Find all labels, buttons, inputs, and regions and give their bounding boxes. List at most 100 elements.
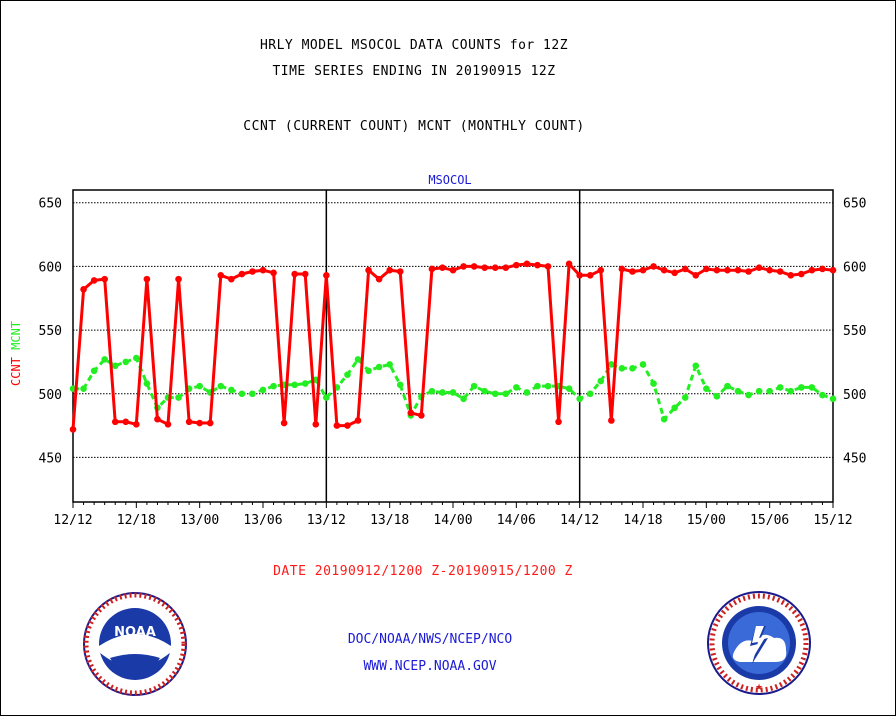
data-point-mcnt <box>396 381 404 389</box>
x-tick-label: 13/06 <box>243 513 282 528</box>
data-point-mcnt <box>449 389 457 396</box>
data-point-mcnt <box>513 384 520 391</box>
data-point-ccnt <box>154 415 161 423</box>
data-point-ccnt <box>449 266 457 274</box>
data-point-mcnt <box>681 394 689 401</box>
data-point-mcnt <box>660 415 668 423</box>
data-point-mcnt <box>259 386 267 394</box>
data-point-mcnt <box>238 390 246 398</box>
data-point-mcnt <box>270 382 277 390</box>
data-point-mcnt <box>101 356 108 363</box>
data-point-ccnt <box>428 265 436 273</box>
data-point-mcnt <box>133 354 140 362</box>
data-point-mcnt <box>386 361 393 368</box>
data-point-mcnt <box>122 358 130 366</box>
y-tick-label-left: 450 <box>39 451 62 466</box>
data-point-ccnt <box>323 272 330 279</box>
data-point-mcnt <box>301 380 309 387</box>
data-point-ccnt <box>143 275 151 283</box>
x-tick-label: 12/18 <box>117 513 156 528</box>
data-point-mcnt <box>829 395 837 403</box>
x-tick-label: 15/00 <box>687 513 726 528</box>
y-axis-label-ccnt: CCNT <box>9 350 23 386</box>
data-point-mcnt <box>196 382 203 390</box>
data-point-ccnt <box>217 272 225 279</box>
data-point-mcnt <box>650 380 657 387</box>
x-tick-label: 14/00 <box>433 513 472 528</box>
data-point-mcnt <box>291 381 298 389</box>
data-point-mcnt <box>692 362 700 370</box>
data-point-ccnt <box>629 268 636 275</box>
data-point-ccnt <box>660 266 668 274</box>
data-point-mcnt <box>798 384 805 391</box>
data-point-mcnt <box>576 395 583 403</box>
data-point-ccnt <box>90 277 98 284</box>
data-point-ccnt <box>312 421 320 428</box>
ncep-url[interactable]: WWW.NCEP.NOAA.GOV <box>363 659 497 674</box>
data-point-ccnt <box>808 266 816 274</box>
data-point-ccnt <box>280 419 288 427</box>
data-point-ccnt <box>481 264 488 271</box>
plot-title: MSOCOL <box>428 173 471 187</box>
data-point-ccnt <box>671 269 678 277</box>
noaa-logo-text: NOAA <box>114 625 156 640</box>
data-point-ccnt <box>544 263 552 270</box>
data-point-ccnt <box>724 266 731 274</box>
data-point-ccnt <box>80 286 87 293</box>
data-point-ccnt <box>776 268 784 275</box>
data-point-ccnt <box>650 263 657 270</box>
data-point-ccnt <box>365 266 372 274</box>
data-point-ccnt <box>122 418 130 426</box>
series-line-ccnt <box>71 262 834 430</box>
data-point-ccnt <box>333 422 341 429</box>
data-point-ccnt <box>301 270 309 278</box>
data-point-mcnt <box>90 367 98 375</box>
data-point-ccnt <box>534 261 541 269</box>
data-point-ccnt <box>745 268 752 275</box>
data-point-mcnt <box>460 395 467 403</box>
data-point-ccnt <box>344 422 351 429</box>
y-tick-label-left: 550 <box>39 324 62 339</box>
data-point-mcnt <box>724 382 731 390</box>
y-tick-label-right: 650 <box>843 197 866 212</box>
data-point-mcnt <box>618 364 626 372</box>
data-point-ccnt <box>418 412 425 419</box>
x-tick-label: 13/00 <box>180 513 219 528</box>
data-point-ccnt <box>819 265 826 273</box>
data-point-mcnt <box>534 382 541 390</box>
data-point-mcnt <box>502 390 510 398</box>
data-point-mcnt <box>228 386 235 394</box>
date-range-caption: DATE 20190912/1200 Z-20190915/1200 Z <box>273 564 573 579</box>
data-point-mcnt <box>544 382 552 390</box>
data-point-ccnt <box>703 265 710 273</box>
data-point-ccnt <box>608 417 615 424</box>
data-point-ccnt <box>681 265 689 273</box>
data-point-ccnt <box>396 268 404 275</box>
chart-title-line-3: CCNT (CURRENT COUNT) MCNT (MONTHLY COUNT… <box>243 119 585 134</box>
data-point-ccnt <box>565 260 573 268</box>
x-tick-label: 14/12 <box>560 513 599 528</box>
data-point-ccnt <box>270 269 277 277</box>
x-tick-label: 13/12 <box>307 513 346 528</box>
chart-title-line-2: TIME SERIES ENDING IN 20190915 12Z <box>272 64 556 79</box>
data-point-ccnt <box>639 266 647 274</box>
data-point-ccnt <box>713 266 721 274</box>
data-point-mcnt <box>776 384 784 391</box>
data-point-mcnt <box>428 387 436 395</box>
noaa-logo: NOAA <box>83 592 187 696</box>
y-tick-label-right: 450 <box>843 451 866 466</box>
data-point-mcnt <box>703 385 710 392</box>
data-point-ccnt <box>164 421 172 428</box>
data-point-ccnt <box>249 268 256 275</box>
data-point-ccnt <box>734 266 742 274</box>
data-point-ccnt <box>185 418 193 426</box>
y-tick-label-right: 500 <box>843 388 866 403</box>
data-point-mcnt <box>755 387 763 395</box>
data-point-ccnt <box>111 418 119 426</box>
data-point-ccnt <box>259 266 267 274</box>
data-point-mcnt <box>344 371 351 378</box>
data-point-ccnt <box>576 272 583 279</box>
data-point-ccnt <box>513 261 520 269</box>
x-tick-label: 14/18 <box>623 513 662 528</box>
